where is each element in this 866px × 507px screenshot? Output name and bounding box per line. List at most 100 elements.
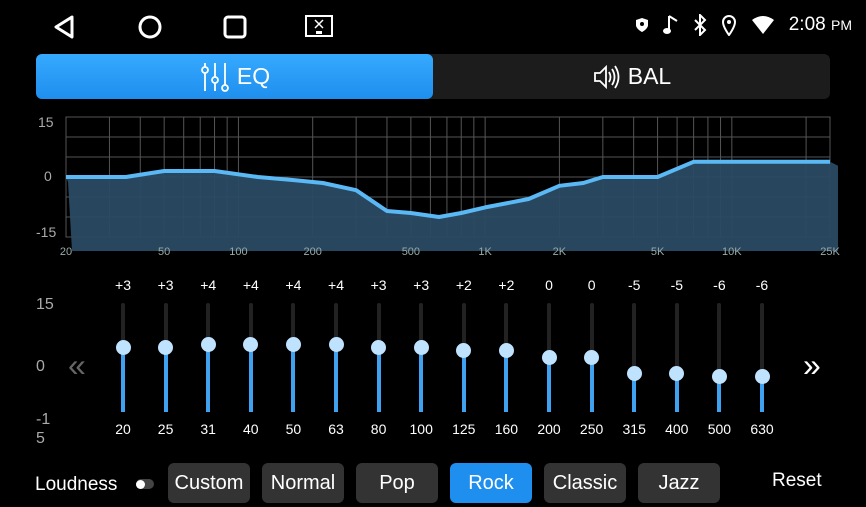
band-value-label: +4	[328, 277, 344, 293]
graph-x-tick-label: 100	[229, 246, 247, 258]
band-slider-knob[interactable]	[243, 336, 259, 352]
band-slider-fill	[248, 344, 253, 412]
preset-normal-button[interactable]: Normal	[262, 463, 344, 503]
back-icon[interactable]	[52, 14, 76, 40]
graph-y-label-15: 15	[38, 114, 54, 130]
band-frequency-label: 40	[243, 421, 259, 437]
band-value-label: +2	[498, 277, 515, 293]
screen-off-icon[interactable]	[304, 14, 334, 40]
graph-x-tick-label: 500	[402, 246, 420, 258]
next-bands-button[interactable]: »	[803, 347, 821, 383]
band-slider-knob[interactable]	[669, 365, 685, 381]
preset-classic-button[interactable]: Classic	[544, 463, 626, 503]
band-frequency-label: 63	[328, 421, 344, 437]
band-slider-knob[interactable]	[626, 365, 642, 381]
preset-custom-button[interactable]: Custom	[168, 463, 250, 503]
graph-x-tick-label: 20	[60, 246, 72, 258]
band-slider-20[interactable]	[115, 303, 131, 412]
band-slider-200[interactable]	[541, 303, 557, 412]
loudness-toggle-knob	[136, 479, 145, 489]
recents-icon[interactable]	[222, 14, 248, 40]
band-frequency-label: 160	[494, 421, 519, 437]
slider-scale-top: 15	[36, 296, 54, 313]
band-slider-knob[interactable]	[158, 339, 174, 355]
band-slider-fill	[334, 344, 338, 412]
band-value-label: +2	[455, 277, 472, 293]
band-slider-63[interactable]	[328, 303, 344, 412]
music-note-icon	[662, 15, 678, 34]
band-frequency-label: 50	[285, 421, 302, 437]
preset-pop-button[interactable]: Pop	[356, 463, 438, 503]
band-slider-fill	[376, 347, 381, 412]
graph-x-tick-label: 10K	[722, 246, 742, 258]
band-slider-fill	[461, 350, 466, 412]
band-slider-fill	[121, 347, 125, 412]
band-slider-fill	[163, 347, 168, 412]
loudness-toggle[interactable]	[136, 479, 154, 489]
band-slider-knob[interactable]	[711, 368, 727, 384]
band-slider-fill	[291, 344, 296, 412]
prev-bands-button[interactable]: «	[68, 347, 86, 383]
band-slider-125[interactable]	[456, 303, 472, 412]
clock-ampm: PM	[831, 17, 852, 33]
band-frequency-label: 630	[750, 421, 774, 437]
band-slider-630[interactable]	[754, 303, 770, 412]
clock-time: 2:08	[788, 14, 826, 35]
graph-x-tick-label: 200	[304, 246, 322, 258]
band-slider-knob[interactable]	[413, 339, 429, 355]
band-slider-fill	[206, 344, 211, 412]
band-value-label: -5	[670, 277, 684, 293]
speaker-icon	[593, 64, 620, 89]
band-slider-knob[interactable]	[498, 343, 514, 359]
band-slider-500[interactable]	[711, 303, 727, 412]
band-frequency-label: 80	[370, 421, 387, 437]
band-slider-knob[interactable]	[115, 339, 131, 355]
band-slider-knob[interactable]	[754, 368, 770, 384]
graph-response-curve	[66, 159, 830, 219]
tab-eq[interactable]: EQ	[36, 54, 433, 99]
slider-scale-zero: 0	[36, 358, 45, 375]
band-slider-fill	[547, 357, 551, 412]
band-slider-knob[interactable]	[200, 336, 216, 352]
band-slider-knob[interactable]	[285, 336, 301, 352]
band-slider-40[interactable]	[243, 303, 259, 412]
graph-y-label-minus15: -15	[36, 224, 57, 240]
band-slider-fill	[717, 376, 722, 412]
band-slider-knob[interactable]	[584, 349, 600, 365]
band-frequency-label: 125	[452, 421, 476, 437]
home-icon[interactable]	[137, 14, 163, 40]
band-frequency-label: 315	[622, 421, 646, 437]
band-frequency-label: 31	[200, 421, 216, 437]
band-value-label: +3	[157, 277, 174, 293]
band-value-label: -6	[713, 277, 726, 293]
band-slider-315[interactable]	[626, 303, 642, 412]
band-slider-31[interactable]	[200, 303, 216, 412]
band-slider-knob[interactable]	[328, 336, 344, 352]
band-slider-160[interactable]	[498, 303, 514, 412]
graph-x-tick-label: 50	[158, 246, 170, 258]
tab-bar: EQ BAL	[36, 54, 830, 99]
band-frequency-label: 400	[665, 421, 689, 437]
band-slider-250[interactable]	[584, 303, 600, 412]
band-slider-fill	[589, 357, 594, 412]
band-slider-80[interactable]	[371, 303, 387, 412]
shield-icon	[635, 18, 648, 32]
band-slider-knob[interactable]	[541, 349, 557, 365]
band-value-label: +4	[200, 277, 217, 293]
band-value-label: -5	[627, 277, 641, 293]
band-slider-400[interactable]	[669, 303, 685, 412]
band-value-label: 0	[587, 277, 596, 293]
slider-scale-bottom: -1 5	[36, 411, 51, 447]
band-slider-25[interactable]	[158, 303, 174, 412]
band-slider-knob[interactable]	[371, 339, 387, 355]
preset-jazz-button[interactable]: Jazz	[638, 463, 720, 503]
tab-bal[interactable]: BAL	[433, 54, 830, 99]
band-value-label: +4	[242, 277, 259, 293]
band-frequency-label: 20	[115, 421, 131, 437]
preset-rock-button[interactable]: Rock	[450, 463, 532, 503]
reset-button[interactable]: Reset	[772, 470, 822, 491]
band-slider-100[interactable]	[413, 303, 429, 412]
band-slider-knob[interactable]	[456, 343, 472, 359]
wifi-icon	[751, 16, 774, 34]
band-slider-50[interactable]	[285, 303, 301, 412]
